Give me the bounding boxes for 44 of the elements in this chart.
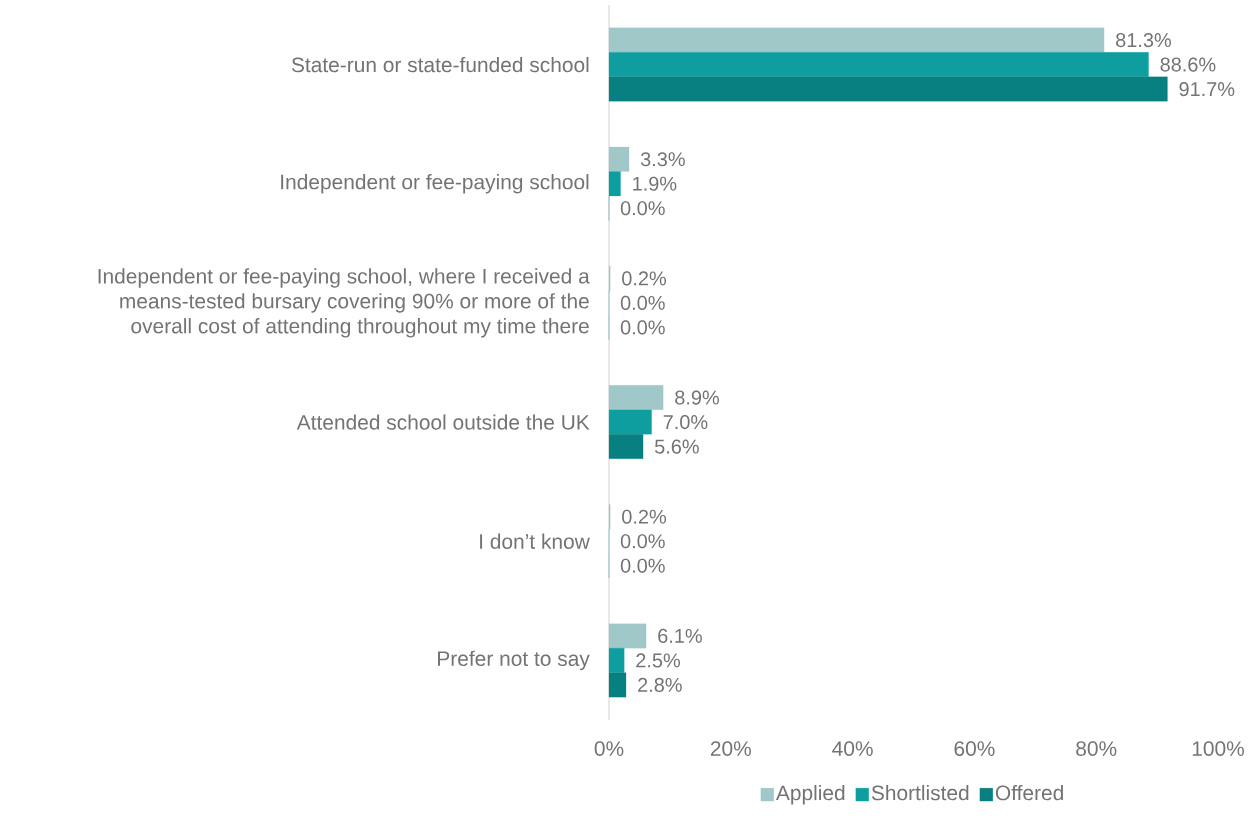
x-tick-label: 20% bbox=[710, 741, 751, 756]
legend-label: Applied bbox=[775, 784, 845, 805]
bar bbox=[608, 648, 625, 673]
data-label: 0.2% bbox=[622, 509, 666, 524]
bar bbox=[608, 434, 644, 459]
y-tick-label: Independent or fee-paying school bbox=[281, 174, 589, 194]
bar bbox=[608, 27, 1105, 53]
bar bbox=[608, 76, 1168, 102]
data-label: 0.0% bbox=[620, 320, 665, 335]
data-label: 88.6% bbox=[1160, 57, 1216, 72]
data-label: 1.9% bbox=[633, 176, 677, 191]
data-label: 0.0% bbox=[620, 534, 665, 549]
y-tick-label: Attended school outside the UK bbox=[296, 414, 590, 430]
data-label: 0.2% bbox=[622, 271, 666, 286]
data-label: 8.9% bbox=[675, 390, 719, 405]
data-label: 2.8% bbox=[638, 677, 682, 692]
x-tick-label: 100% bbox=[1192, 741, 1245, 756]
y-tick-label: Prefer not to say bbox=[438, 650, 590, 671]
bar bbox=[608, 409, 652, 435]
x-tick-label: 60% bbox=[954, 741, 995, 756]
x-tick-label: 80% bbox=[1076, 741, 1117, 756]
data-label: 6.1% bbox=[658, 628, 702, 643]
bar bbox=[608, 52, 1149, 77]
data-label: 7.0% bbox=[663, 415, 708, 430]
x-tick-label: 0% bbox=[594, 741, 624, 756]
data-label: 0.0% bbox=[620, 295, 665, 310]
data-label: 0.0% bbox=[620, 558, 665, 573]
bar bbox=[608, 672, 627, 698]
bar bbox=[608, 385, 664, 410]
y-tick-label: I don’t know bbox=[480, 533, 590, 549]
legend-label: Shortlisted bbox=[871, 784, 969, 801]
legend-label: Offered bbox=[995, 784, 1063, 801]
y-tick-label: State-run or state-funded school bbox=[291, 56, 589, 73]
data-label: 81.3% bbox=[1116, 33, 1171, 48]
y-tick-label: Independent or fee-paying school, where I received a means-tested bursary covering 90% or more of the overall cost of attending throughout my time there bbox=[98, 268, 590, 338]
data-label: 91.7% bbox=[1179, 82, 1235, 97]
data-label: 2.5% bbox=[636, 653, 680, 668]
data-label: 5.6% bbox=[654, 439, 699, 454]
bar bbox=[608, 623, 647, 649]
x-tick-label: 40% bbox=[832, 741, 873, 756]
bar bbox=[608, 171, 621, 197]
data-label: 3.3% bbox=[640, 152, 685, 167]
data-label: 0.0% bbox=[620, 201, 665, 216]
bar bbox=[608, 146, 630, 172]
